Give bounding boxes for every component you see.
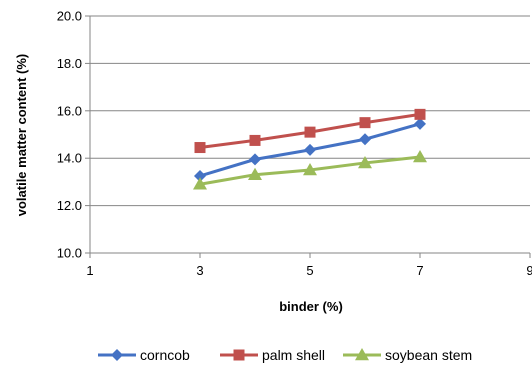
legend-marker-palm-shell xyxy=(233,349,245,361)
data-point-soybean-stem xyxy=(358,155,372,169)
legend-label-palm-shell: palm shell xyxy=(262,347,325,363)
legend-marker-corncob xyxy=(111,349,123,361)
data-point-soybean-stem xyxy=(303,163,317,176)
legend-item-soybean-stem: soybean stem xyxy=(343,347,472,363)
series-soybean-stem xyxy=(193,150,427,190)
series-palm-shell xyxy=(194,108,426,154)
data-point-corncob xyxy=(359,133,371,146)
data-point-soybean-stem xyxy=(193,177,207,190)
x-tick-label: 7 xyxy=(416,263,423,278)
data-point-corncob xyxy=(194,169,206,182)
y-tick-label: 12.0 xyxy=(57,198,82,213)
legend-label-soybean-stem: soybean stem xyxy=(385,347,472,363)
legend-item-corncob: corncob xyxy=(98,347,190,363)
legend-item-palm-shell: palm shell xyxy=(220,347,325,363)
data-point-palm-shell xyxy=(249,134,261,146)
x-tick-label: 1 xyxy=(86,263,93,278)
legend: corncob palm shell soybean stem xyxy=(98,347,472,363)
x-tick-label: 9 xyxy=(526,263,532,278)
legend-marker-soybean-stem xyxy=(355,348,369,361)
legend-label-corncob: corncob xyxy=(140,347,190,363)
data-point-soybean-stem xyxy=(248,167,262,181)
y-tick-label: 20.0 xyxy=(57,9,82,24)
y-tick-label: 14.0 xyxy=(57,151,82,166)
y-tick-label: 10.0 xyxy=(57,246,82,261)
x-tick-label: 3 xyxy=(196,263,203,278)
series-corncob xyxy=(194,117,426,182)
data-point-corncob xyxy=(249,153,261,166)
series-group xyxy=(193,108,427,190)
x-tick-label: 5 xyxy=(306,263,313,278)
data-point-soybean-stem xyxy=(413,150,427,163)
y-tick-label: 18.0 xyxy=(57,56,82,71)
data-point-palm-shell xyxy=(414,108,426,120)
data-point-palm-shell xyxy=(359,117,371,129)
gridlines xyxy=(90,15,530,207)
data-point-palm-shell xyxy=(304,126,316,138)
y-axis-title: volatile matter content (%) xyxy=(14,54,29,217)
data-point-corncob xyxy=(414,117,426,130)
data-point-palm-shell xyxy=(194,142,206,154)
axes: 10.0 12.0 14.0 16.0 18.0 20.0 1 3 5 7 9 xyxy=(57,9,532,279)
data-point-corncob xyxy=(304,143,316,156)
y-tick-label: 16.0 xyxy=(57,103,82,118)
x-axis-title: binder (%) xyxy=(279,299,343,314)
